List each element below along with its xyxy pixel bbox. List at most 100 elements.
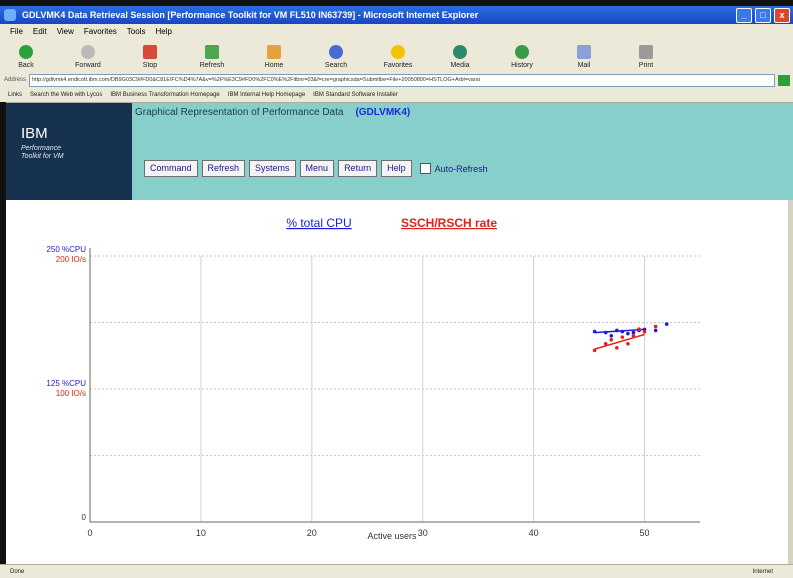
menu-file[interactable]: File [10,26,23,36]
data-point [592,329,597,334]
history-button[interactable]: History [496,45,548,72]
go-arrow-icon[interactable] [778,74,790,86]
help-button[interactable]: Help [381,160,412,177]
status-bar: Done Internet [0,564,793,578]
x-tick-label-30: 30 [418,528,428,538]
y-label-ssch-max: 200 IO/s [56,255,86,264]
data-point [615,345,619,350]
left-edge [0,102,6,567]
forward-arrow-icon [81,45,95,59]
return-button[interactable]: Return [338,160,378,177]
refresh-icon [205,45,219,59]
menu-edit[interactable]: Edit [32,26,47,36]
data-point [642,330,647,334]
favorites-button[interactable]: Favorites [372,45,424,72]
data-point [626,341,630,346]
refresh-page-button[interactable]: Refresh [201,160,246,177]
legend-ssch[interactable]: SSCH/RSCH rate [401,216,497,230]
star-icon [391,45,405,59]
y-label-cpu-max: 250 %CPU [46,245,86,254]
close-button[interactable]: x [774,7,790,23]
auto-refresh-checkbox[interactable] [419,163,431,174]
back-button[interactable]: Back [0,45,52,72]
system-name: (GDLVMK4) [355,107,411,118]
stop-button[interactable]: Stop [124,45,176,72]
logo-text: IBM [21,125,48,142]
menu-bar: File Edit View Favorites Tools Help [0,24,793,38]
data-point [603,330,608,335]
page-banner [6,103,793,200]
home-button[interactable]: Home [248,45,300,72]
home-icon [267,45,281,59]
links-bar: Links Search the Web with Lycos IBM Busi… [0,88,793,103]
data-point [653,328,658,333]
logo-subtitle: Performance Toolkit for VM [21,145,64,160]
links-label: Links [8,92,23,98]
data-point [609,334,614,338]
address-label: Address [4,77,27,83]
link-ibm-business[interactable]: IBM Business Transformation Homepage [110,92,220,98]
link-ibm-software[interactable]: IBM Standard Software Installer [313,92,398,98]
mail-icon [577,45,591,59]
menu-view[interactable]: View [56,26,74,36]
media-button[interactable]: Media [434,45,486,72]
x-tick-label-20: 20 [307,528,317,538]
stop-icon [143,45,157,59]
trend-line-1 [594,333,645,350]
x-tick-label-50: 50 [640,528,650,538]
link-lycos[interactable]: Search the Web with Lycos [30,92,103,98]
back-arrow-icon [19,45,33,59]
printer-icon [639,45,653,59]
series-ssch [592,324,658,353]
status-zone: Internet [752,568,773,575]
window-titlebar: GDLVMK4 Data Retrieval Session [Performa… [0,6,793,24]
data-point [609,337,614,342]
auto-refresh-label: Auto-Refresh [434,163,488,174]
browser-toolbar: Back Forward Stop Refresh Home Search Fa… [0,38,793,73]
series-cpu [592,322,669,338]
address-bar: Address http://gdlvmk4.endicott.ibm.com/… [0,72,793,89]
data-point [620,329,625,334]
forward-button[interactable]: Forward [62,45,114,72]
menu-favorites[interactable]: Favorites [83,26,117,36]
systems-button[interactable]: Systems [249,160,296,177]
legend-cpu[interactable]: % total CPU [286,216,351,230]
y-label-zero: 0 [82,513,87,522]
x-tick-label-10: 10 [196,528,206,538]
data-point [631,334,636,338]
menu-tools[interactable]: Tools [126,26,146,36]
scrollbar[interactable] [788,200,793,567]
command-button[interactable]: Command [144,160,198,177]
menu-help[interactable]: Help [155,26,172,36]
x-tick-label-40: 40 [529,528,539,538]
search-icon [329,45,343,59]
refresh-button[interactable]: Refresh [186,45,238,72]
minimize-button[interactable]: _ [736,7,752,23]
data-point [626,331,630,336]
menu-button[interactable]: Menu [299,160,335,177]
data-point [664,322,669,326]
x-axis-label: Active users [367,531,417,541]
chart-axes [89,248,700,523]
data-point [631,330,636,335]
ie-logo-icon [4,9,16,21]
y-label-ssch-mid: 100 IO/s [56,389,86,398]
data-point [653,324,658,329]
chart-grid [90,255,700,522]
maximize-button[interactable]: □ [755,7,771,23]
data-point [592,348,597,353]
mail-button[interactable]: Mail [558,45,610,72]
data-point [615,328,619,333]
address-input[interactable]: http://gdlvmk4.endicott.ibm.com/DB9G03C9… [29,73,775,87]
top-edge [0,0,793,6]
window-title: GDLVMK4 Data Retrieval Session [Performa… [22,10,479,20]
link-ibm-help[interactable]: IBM Internal Help Homepage [227,92,306,98]
nav-buttons: Command Refresh Systems Menu Return Help… [144,160,488,177]
status-text: Done [10,568,25,575]
print-button[interactable]: Print [620,45,672,72]
y-label-cpu-mid: 125 %CPU [46,379,86,388]
search-button[interactable]: Search [310,45,362,72]
ibm-logo: IBM Performance Toolkit for VM [6,103,132,200]
x-tick-label-0: 0 [87,528,92,538]
